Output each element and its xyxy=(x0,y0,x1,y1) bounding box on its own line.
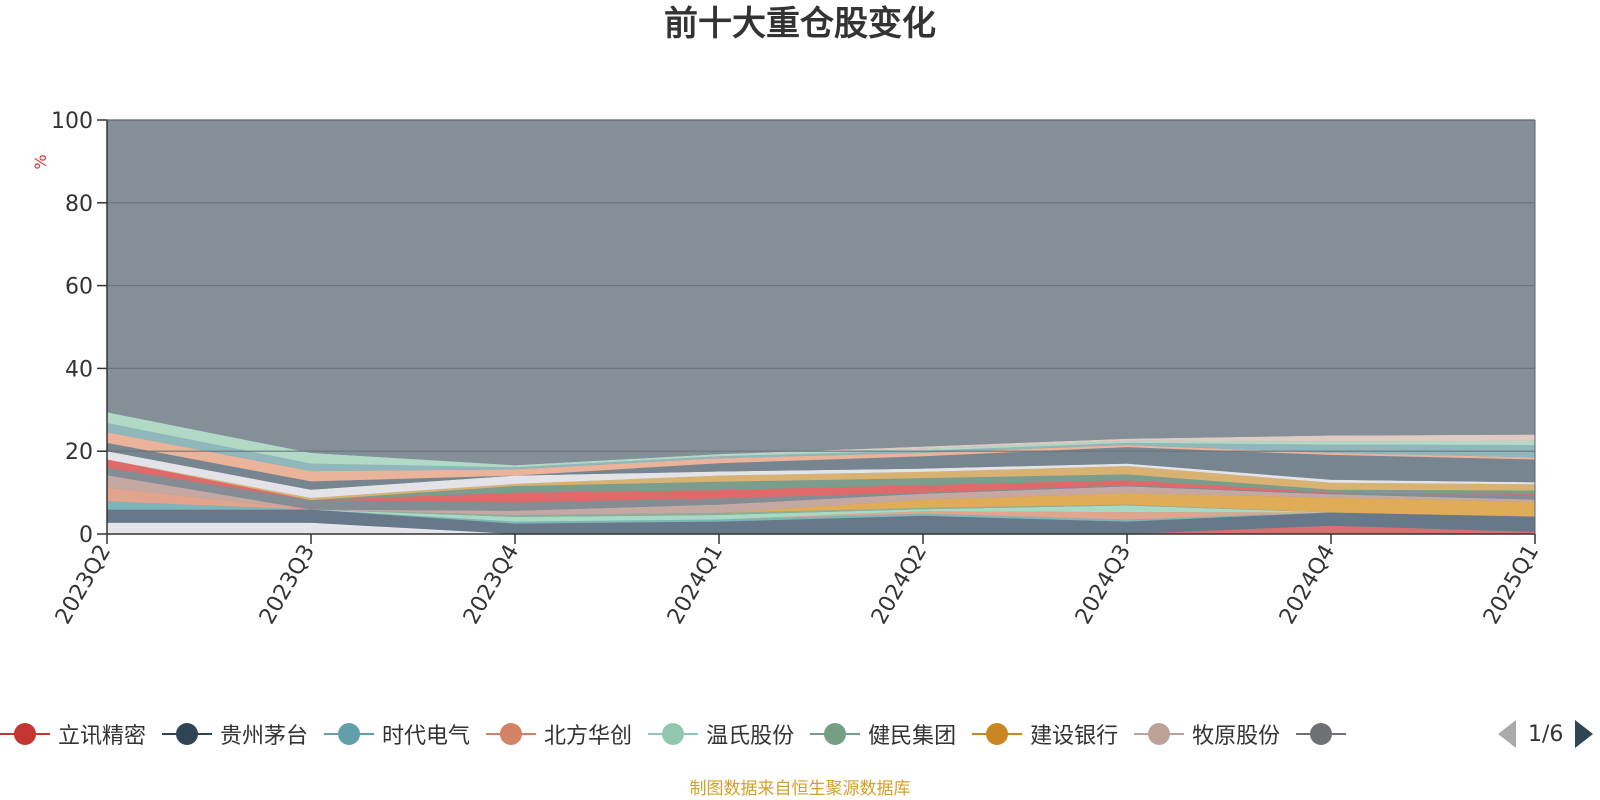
legend-label: 时代电气 xyxy=(382,724,471,749)
chart-title: 前十大重仓股变化 xyxy=(664,4,936,44)
y-tick-label-100: 100 xyxy=(51,109,93,134)
area-series-2[interactable] xyxy=(107,509,1535,534)
legend-item-4[interactable]: 温氏股份 xyxy=(648,714,794,754)
legend-item-2[interactable]: 时代电气 xyxy=(324,714,470,754)
y-tick-label-40: 40 xyxy=(65,357,93,382)
legend-marker-icon xyxy=(324,719,375,749)
area-series-13[interactable] xyxy=(107,451,1535,498)
legend-item-1[interactable]: 贵州茅台 xyxy=(162,714,308,754)
area-series-5[interactable] xyxy=(107,487,1535,522)
area-series-4[interactable] xyxy=(107,487,1535,522)
y-axis-unit: % xyxy=(31,154,50,169)
legend-pager: 1/6 xyxy=(1498,714,1594,754)
area-series-16[interactable] xyxy=(107,423,1535,472)
area-series-18[interactable] xyxy=(107,412,1535,466)
x-tick-label-2024Q1: 2024Q1 xyxy=(663,541,728,629)
legend-label: 北方华创 xyxy=(544,724,633,749)
area-series-7[interactable] xyxy=(107,487,1535,517)
y-tick-label-60: 60 xyxy=(65,275,93,300)
y-axis-ticks: 0 20 40 60 80 100 xyxy=(51,109,107,548)
y-tick-label-20: 20 xyxy=(65,440,93,465)
legend-label: 健民集团 xyxy=(868,724,957,749)
legend-label: 立讯精密 xyxy=(58,724,147,749)
area-series-0[interactable] xyxy=(107,522,1535,534)
x-tick-label-2023Q3: 2023Q3 xyxy=(255,541,320,629)
area-series-8[interactable] xyxy=(107,475,1535,515)
area-series-15[interactable] xyxy=(107,432,1535,482)
legend-marker-icon xyxy=(1134,719,1185,749)
axes xyxy=(106,119,1536,535)
legend-marker-icon xyxy=(162,719,213,749)
area-series-1[interactable] xyxy=(107,522,1535,534)
legend-item-3[interactable]: 北方华创 xyxy=(486,714,632,754)
legend-item-6[interactable]: 建设银行 xyxy=(972,714,1118,754)
area-series-11[interactable] xyxy=(107,459,1535,501)
legend-item-7[interactable]: 牧原股份 xyxy=(1134,714,1280,754)
legend-label: 建设银行 xyxy=(1030,724,1119,749)
x-tick-label-2023Q2: 2023Q2 xyxy=(51,541,116,629)
legend-marker-icon xyxy=(810,719,861,749)
legend: 立讯精密 贵州茅台 时代电气 北方华创 温氏股份 健民集团 建设银行 牧原股份 xyxy=(0,714,1482,754)
legend-marker-icon xyxy=(0,719,50,749)
footer-source-note: 制图数据来自恒生聚源数据库 xyxy=(689,779,911,799)
legend-label: 贵州茅台 xyxy=(220,724,309,749)
legend-marker-icon xyxy=(972,719,1023,749)
legend-marker-icon xyxy=(1296,719,1347,749)
x-axis-ticks: 2023Q2 2023Q3 2023Q4 2024Q1 2024Q2 2024Q3 2024… xyxy=(51,534,1544,629)
legend-item-8[interactable] xyxy=(1296,714,1354,754)
x-tick-label-2025Q1: 2025Q1 xyxy=(1479,541,1544,629)
area-series-3[interactable] xyxy=(107,501,1535,524)
x-tick-label-2024Q4: 2024Q4 xyxy=(1275,541,1340,629)
x-tick-label-2024Q2: 2024Q2 xyxy=(867,541,932,629)
legend-label: 温氏股份 xyxy=(706,724,795,749)
x-tick-label-2024Q3: 2024Q3 xyxy=(1071,541,1136,629)
area-series-10[interactable] xyxy=(107,459,1535,503)
area-series-19[interactable] xyxy=(107,120,1535,466)
legend-marker-icon xyxy=(648,719,699,749)
area-series-14[interactable] xyxy=(107,442,1535,490)
pager-next-icon[interactable] xyxy=(1575,720,1594,748)
y-tick-label-80: 80 xyxy=(65,192,93,217)
legend-label: 牧原股份 xyxy=(1192,724,1281,749)
legend-marker-icon xyxy=(486,719,537,749)
area-series-6[interactable] xyxy=(107,487,1535,517)
legend-item-0[interactable]: 立讯精密 xyxy=(0,714,146,754)
x-tick-label-2023Q4: 2023Q4 xyxy=(459,541,524,629)
area-series-12[interactable] xyxy=(107,459,1535,501)
area-series-group xyxy=(107,120,1535,534)
y-tick-label-0: 0 xyxy=(79,523,93,548)
pager-page-indicator: 1/6 xyxy=(1528,721,1564,747)
legend-item-5[interactable]: 健民集团 xyxy=(810,714,956,754)
pager-prev-icon[interactable] xyxy=(1498,720,1516,748)
